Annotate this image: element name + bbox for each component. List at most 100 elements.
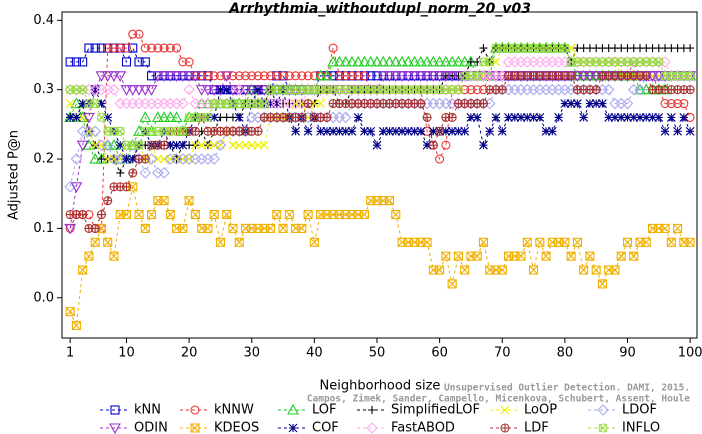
marker xyxy=(391,209,401,220)
marker xyxy=(139,111,152,122)
marker xyxy=(215,237,225,247)
marker xyxy=(183,71,196,82)
marker xyxy=(579,265,589,275)
y-tick-label: 0.2 xyxy=(33,152,54,167)
marker xyxy=(478,237,489,247)
marker xyxy=(309,237,319,247)
marker xyxy=(151,71,164,82)
marker xyxy=(666,237,676,247)
marker xyxy=(679,99,689,109)
marker xyxy=(253,71,263,81)
x-tick-label: 1 xyxy=(66,346,74,361)
marker xyxy=(158,71,171,82)
marker xyxy=(327,55,340,67)
x-tick-label: 90 xyxy=(619,346,636,361)
x-tick-label: 10 xyxy=(118,346,135,361)
marker xyxy=(287,403,299,415)
plot-area xyxy=(64,29,697,331)
marker xyxy=(547,126,557,136)
marker xyxy=(427,71,440,82)
marker xyxy=(303,71,313,81)
marker xyxy=(203,140,213,150)
marker xyxy=(491,113,501,122)
marker xyxy=(178,126,188,136)
marker xyxy=(435,265,445,275)
marker xyxy=(622,237,633,247)
marker xyxy=(65,99,75,108)
marker xyxy=(654,57,664,67)
marker xyxy=(679,113,689,122)
marker xyxy=(472,71,482,81)
marker xyxy=(70,153,83,165)
marker xyxy=(334,71,344,81)
marker xyxy=(366,422,378,434)
marker xyxy=(222,85,232,95)
marker xyxy=(121,182,132,192)
marker xyxy=(428,140,438,150)
marker xyxy=(78,209,88,220)
legend-label: ODIN xyxy=(134,421,168,434)
annotation: Unsupervised Outlier Detection. DAMI, 20… xyxy=(444,383,690,394)
marker xyxy=(516,251,526,261)
legend-label: kNN xyxy=(134,403,161,418)
marker xyxy=(253,85,263,95)
marker xyxy=(165,209,175,220)
marker xyxy=(439,55,452,67)
marker xyxy=(673,99,683,109)
annotation: Campos, Zimek, Sander, Campello, Micenko… xyxy=(307,394,690,405)
marker xyxy=(346,55,358,67)
marker xyxy=(666,99,676,109)
marker xyxy=(209,71,219,81)
marker xyxy=(427,55,440,67)
marker xyxy=(583,71,596,82)
marker xyxy=(272,71,282,81)
marker xyxy=(629,113,639,122)
marker xyxy=(566,251,576,261)
series-line xyxy=(70,47,691,146)
marker xyxy=(433,55,446,67)
marker xyxy=(453,251,463,261)
marker xyxy=(116,168,125,177)
marker xyxy=(214,139,227,151)
marker xyxy=(485,57,495,67)
marker xyxy=(497,126,507,136)
marker xyxy=(453,85,463,95)
marker xyxy=(597,279,607,289)
marker xyxy=(134,29,144,39)
marker xyxy=(72,113,81,122)
marker xyxy=(90,43,100,53)
marker xyxy=(591,99,601,108)
marker xyxy=(259,99,269,109)
marker xyxy=(134,209,144,220)
marker xyxy=(121,43,132,53)
marker xyxy=(64,223,77,235)
marker xyxy=(500,405,510,415)
marker xyxy=(347,71,357,81)
marker xyxy=(383,71,396,82)
marker xyxy=(265,223,276,233)
marker xyxy=(253,126,263,136)
marker xyxy=(178,223,188,233)
marker xyxy=(190,140,200,150)
series-line xyxy=(69,186,691,328)
marker xyxy=(541,251,551,261)
legend-label: LDOF xyxy=(622,403,657,418)
marker xyxy=(71,320,81,331)
marker xyxy=(466,85,476,95)
marker xyxy=(165,43,175,53)
legend-label: COF xyxy=(312,421,339,434)
marker xyxy=(159,140,169,150)
x-tick-label: 100 xyxy=(678,346,702,361)
marker xyxy=(303,99,313,109)
x-tick-label: 30 xyxy=(243,346,260,361)
marker xyxy=(203,112,213,122)
y-axis-label: Adjusted P@n xyxy=(7,130,22,220)
marker xyxy=(529,265,539,275)
legend-label: FastABOD xyxy=(391,421,455,434)
marker xyxy=(598,99,607,108)
marker xyxy=(184,57,194,67)
marker xyxy=(478,99,489,109)
marker xyxy=(441,251,451,261)
marker xyxy=(278,71,288,81)
marker xyxy=(339,111,352,124)
